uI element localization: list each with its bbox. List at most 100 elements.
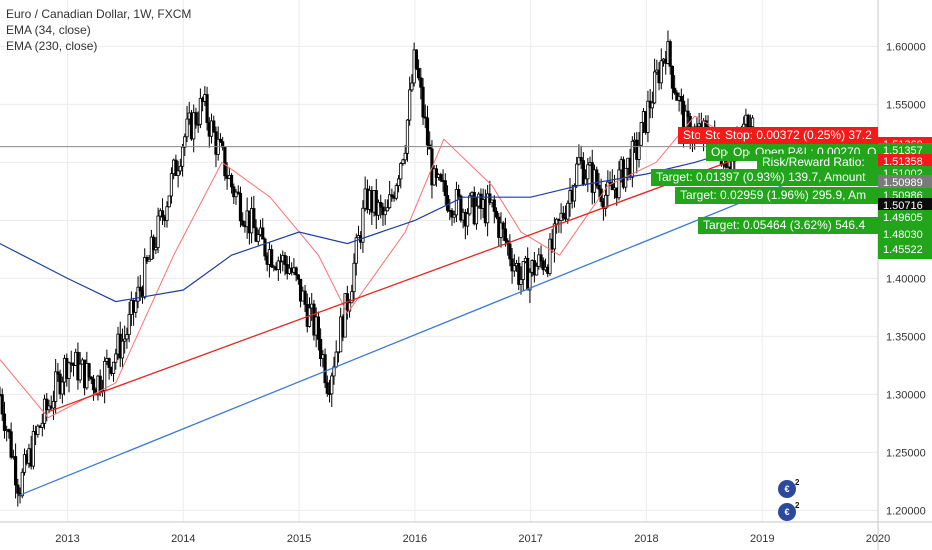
stop-label-main[interactable]: Stop: 0.00372 (0.25%) 37.2 (720, 127, 878, 144)
candle-body (555, 218, 559, 225)
candle-body (194, 112, 198, 125)
candle-body (416, 68, 421, 79)
candle-body (410, 82, 414, 91)
logo-icon-1: €2 (778, 478, 799, 498)
ema34-legend[interactable]: EMA (34, close) (6, 23, 91, 37)
stop-label-a[interactable]: Stop (678, 127, 704, 144)
candle-body (283, 255, 287, 265)
x-tick-label: 2017 (518, 533, 542, 545)
candle-body (465, 213, 470, 227)
candle-body (125, 334, 129, 340)
candle-body (486, 193, 490, 224)
candle-body (123, 338, 127, 342)
candle-body (668, 41, 672, 67)
ema230-line (0, 150, 734, 303)
candle-body (343, 293, 347, 338)
candle-body (450, 210, 454, 218)
candle-body (534, 265, 539, 276)
target3-label[interactable]: Target: 0.05464 (3.62%) 546.4 (698, 217, 878, 234)
candle-body (276, 260, 280, 270)
candle-body (388, 194, 392, 209)
candle-body (325, 382, 329, 394)
candle-body (352, 262, 356, 293)
candle-body (474, 205, 479, 225)
candle-body (229, 174, 234, 188)
chart-legend: Euro / Canadian Dollar, 1W, FXCM EMA (34… (6, 6, 191, 54)
candle-body (319, 338, 323, 359)
candle-body (261, 227, 265, 240)
ema230-legend[interactable]: EMA (230, close) (6, 39, 98, 53)
candle-body (147, 258, 151, 262)
candle-body (528, 271, 532, 291)
candle-body (183, 136, 187, 148)
candle-body (212, 120, 216, 133)
candle-body (256, 234, 260, 242)
candle-body (16, 484, 20, 494)
candle-body (394, 185, 398, 199)
candle-body (98, 375, 102, 391)
candle-body (180, 146, 185, 167)
candle-body (604, 194, 608, 210)
candle-body (54, 371, 58, 402)
symbol-title[interactable]: Euro / Canadian Dollar, 1W, FXCM (6, 7, 192, 21)
x-tick-label: 2016 (403, 533, 427, 545)
candle-body (263, 238, 267, 257)
candle-body (69, 362, 73, 365)
candle-body (673, 87, 677, 94)
candle-body (303, 290, 307, 305)
candle-body (579, 157, 583, 162)
candle-body (572, 184, 577, 202)
candle-body (512, 265, 516, 272)
candle-body (347, 302, 352, 312)
candle-body (376, 202, 381, 216)
candle-body (330, 375, 334, 395)
price-tag: 1.48030 (878, 226, 932, 244)
candle-body (91, 378, 96, 391)
candle-body (750, 117, 755, 128)
candle-body (488, 193, 492, 204)
x-tick-label: 2015 (287, 533, 311, 545)
stop-label-b[interactable]: Stop (700, 127, 724, 144)
candle-body (385, 207, 390, 212)
candle-body (459, 195, 463, 221)
candle-body (127, 314, 131, 335)
candle-body (165, 206, 169, 221)
candle-body (423, 116, 427, 119)
candle-body (316, 316, 320, 340)
candle-body (434, 168, 439, 178)
candle-body (296, 274, 300, 280)
candle-body (445, 195, 450, 211)
candle-body (87, 363, 91, 378)
candle-body (323, 354, 327, 384)
target2-label[interactable]: Target: 0.02959 (1.96%) 295.9, Am (675, 187, 878, 204)
candle-body (561, 212, 565, 218)
candle-body (111, 361, 116, 374)
candle-body (639, 122, 643, 146)
candle-body (156, 215, 160, 248)
risk-reward-label[interactable]: Risk/Reward Ratio: (757, 154, 878, 171)
x-tick-label: 2019 (750, 533, 774, 545)
y-tick-label: 1.60000 (886, 41, 926, 53)
x-tick-label: 2018 (634, 533, 658, 545)
candle-body (510, 258, 514, 272)
candle-body (176, 170, 180, 177)
candle-body (138, 286, 142, 292)
candle-body (169, 173, 174, 197)
candle-body (350, 291, 354, 304)
x-tick-label: 2014 (171, 533, 195, 545)
chart-grid (0, 0, 879, 522)
candle-body (238, 192, 243, 222)
target1-label[interactable]: Target: 0.01397 (0.93%) 139.7, Amount (651, 169, 878, 186)
candle-body (566, 202, 570, 220)
candle-body (508, 243, 512, 260)
candle-body (7, 429, 11, 433)
candle-body (241, 220, 245, 226)
candle-body (503, 228, 508, 242)
candle-body (403, 152, 407, 161)
logo-badge-1: 2 (795, 478, 800, 487)
candle-body (40, 422, 44, 428)
candle-body (425, 117, 430, 146)
candle-body (236, 191, 240, 194)
candle-body (659, 60, 663, 84)
